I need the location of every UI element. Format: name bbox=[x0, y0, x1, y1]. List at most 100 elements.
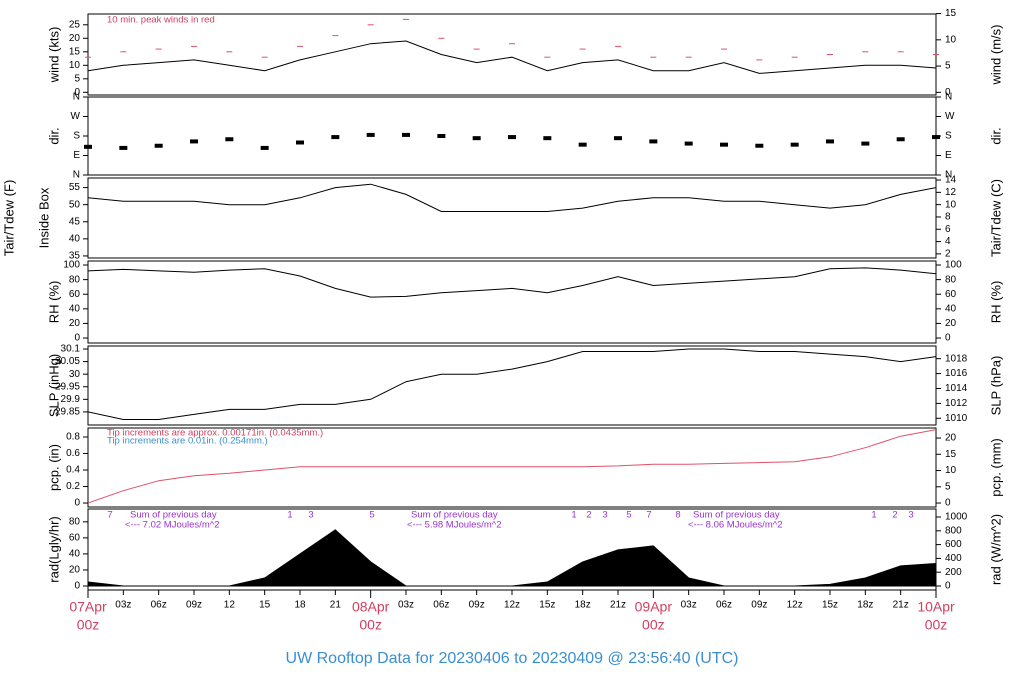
dir-mark bbox=[826, 139, 834, 144]
x-tick-label: 06z bbox=[433, 600, 449, 611]
x-tick-label: 03z bbox=[398, 600, 414, 611]
x-tick-label: 18z bbox=[575, 600, 591, 611]
dir-mark bbox=[614, 136, 622, 141]
y-axis-label: Inside Box bbox=[36, 187, 51, 248]
annotation: 7 bbox=[107, 510, 112, 521]
y2-tick-label: 10 bbox=[945, 199, 957, 210]
y2-tick-label: 10 bbox=[945, 465, 957, 476]
y2-tick-label: 12 bbox=[945, 187, 957, 198]
y-tick-label: 45 bbox=[69, 216, 81, 227]
annotation: 3 bbox=[308, 510, 313, 521]
y-axis-label: SLP (inHg) bbox=[46, 354, 61, 417]
line bbox=[88, 429, 936, 504]
y-tick-label: 15 bbox=[69, 46, 81, 57]
line bbox=[88, 40, 936, 74]
dir-mark bbox=[331, 135, 340, 140]
y-tick-label: 0.2 bbox=[66, 481, 80, 492]
y2-tick-label: 15 bbox=[945, 8, 957, 19]
y-tick-label: 0.4 bbox=[66, 465, 80, 476]
dir-mark bbox=[896, 137, 905, 142]
y-axis-label: wind (kts) bbox=[46, 27, 61, 84]
y2-axis-label: dir. bbox=[988, 127, 1003, 144]
date-label: 08Apr bbox=[352, 599, 390, 615]
annotation: Tip increments are 0.01in. (0.254mm.) bbox=[107, 436, 268, 447]
y2-tick-label: 2 bbox=[945, 249, 951, 260]
y-tick-label: 20 bbox=[69, 33, 81, 44]
y2-tick-label: 0 bbox=[945, 498, 951, 509]
x-tick-label: 12z bbox=[787, 600, 803, 611]
dir-mark bbox=[296, 140, 304, 145]
y2-tick-label: 14 bbox=[945, 175, 957, 186]
x-tick-label: 06z bbox=[151, 600, 167, 611]
x-tick-label: 18z bbox=[857, 600, 873, 611]
y2-tick-label: 1014 bbox=[945, 383, 968, 394]
y-tick-label: 30 bbox=[69, 369, 81, 380]
annotation: 1 bbox=[571, 510, 576, 521]
y2-tick-label: W bbox=[945, 111, 955, 122]
panel-frame bbox=[87, 177, 937, 259]
x-tick-label: 21z bbox=[610, 600, 626, 611]
x-tick-label: 09z bbox=[751, 600, 767, 611]
dir-mark bbox=[861, 141, 870, 146]
y-axis-label: pcp. (in) bbox=[46, 444, 61, 491]
y-tick-label: N bbox=[73, 92, 80, 103]
y2-tick-label: 8 bbox=[945, 212, 951, 223]
area bbox=[88, 529, 936, 587]
dir-mark bbox=[543, 136, 552, 141]
annotation: <--- 8.06 MJoules/m^2 bbox=[688, 520, 782, 531]
y-tick-label: 30.1 bbox=[61, 344, 81, 355]
y2-tick-label: 0 bbox=[945, 87, 951, 98]
dir-mark bbox=[190, 139, 198, 144]
y-tick-label: 80 bbox=[69, 274, 81, 285]
date-label: 09Apr bbox=[635, 599, 673, 615]
y2-tick-label: 1016 bbox=[945, 368, 968, 379]
y-tick-label: 0.8 bbox=[66, 432, 80, 443]
line bbox=[88, 348, 936, 420]
y-tick-label: 60 bbox=[69, 533, 81, 544]
date-hour-label: 00z bbox=[77, 617, 100, 633]
y-tick-label: 80 bbox=[69, 516, 81, 527]
x-tick-label: 12z bbox=[504, 600, 520, 611]
y2-tick-label: 200 bbox=[945, 567, 962, 578]
y2-tick-label: 4 bbox=[945, 236, 951, 247]
x-tick-label: 15z bbox=[822, 600, 838, 611]
y-tick-label: 60 bbox=[69, 289, 81, 300]
y-tick-label: 20 bbox=[69, 565, 81, 576]
date-hour-label: 00z bbox=[925, 617, 948, 633]
y-axis-label-outer: Tair/Tdew (F) bbox=[1, 180, 16, 257]
annotation: 3 bbox=[908, 510, 913, 521]
chart-title: UW Rooftop Data for 20230406 to 20230409… bbox=[286, 650, 739, 667]
dir-mark bbox=[225, 137, 234, 142]
y2-tick-label: 10 bbox=[945, 34, 957, 45]
y2-tick-label: 80 bbox=[945, 274, 957, 285]
y-tick-label: 20 bbox=[69, 318, 81, 329]
annotation: 5 bbox=[369, 510, 374, 521]
y-tick-label: 50 bbox=[69, 199, 81, 210]
y-tick-label: 30.05 bbox=[55, 356, 80, 367]
y2-axis-label: RH (%) bbox=[988, 281, 1003, 324]
x-tick-label: 03z bbox=[681, 600, 697, 611]
y2-tick-label: 100 bbox=[945, 260, 962, 271]
annotation: 2 bbox=[586, 510, 591, 521]
y-tick-label: 40 bbox=[69, 549, 81, 560]
y-tick-label: 29.85 bbox=[55, 407, 80, 418]
x-tick-label: 03z bbox=[115, 600, 131, 611]
y2-tick-label: 1010 bbox=[945, 413, 968, 424]
y2-tick-label: 40 bbox=[945, 303, 957, 314]
dir-mark bbox=[402, 132, 410, 137]
y-axis-label: dir. bbox=[46, 127, 61, 144]
y-tick-label: 0.6 bbox=[66, 448, 80, 459]
annotation: 10 min. peak winds in red bbox=[107, 15, 215, 26]
annotation: 7 bbox=[646, 510, 651, 521]
y-tick-label: E bbox=[73, 150, 80, 161]
y2-tick-label: 1012 bbox=[945, 398, 968, 409]
y2-axis-label: SLP (hPa) bbox=[988, 356, 1003, 416]
y2-tick-label: 0 bbox=[945, 333, 951, 344]
y-axis-label: rad(Lgly/hr) bbox=[46, 516, 61, 582]
dir-mark bbox=[508, 135, 516, 140]
y2-tick-label: N bbox=[945, 170, 952, 181]
panel-frame bbox=[87, 260, 937, 344]
annotation: 5 bbox=[626, 510, 631, 521]
dir-mark bbox=[366, 132, 375, 137]
